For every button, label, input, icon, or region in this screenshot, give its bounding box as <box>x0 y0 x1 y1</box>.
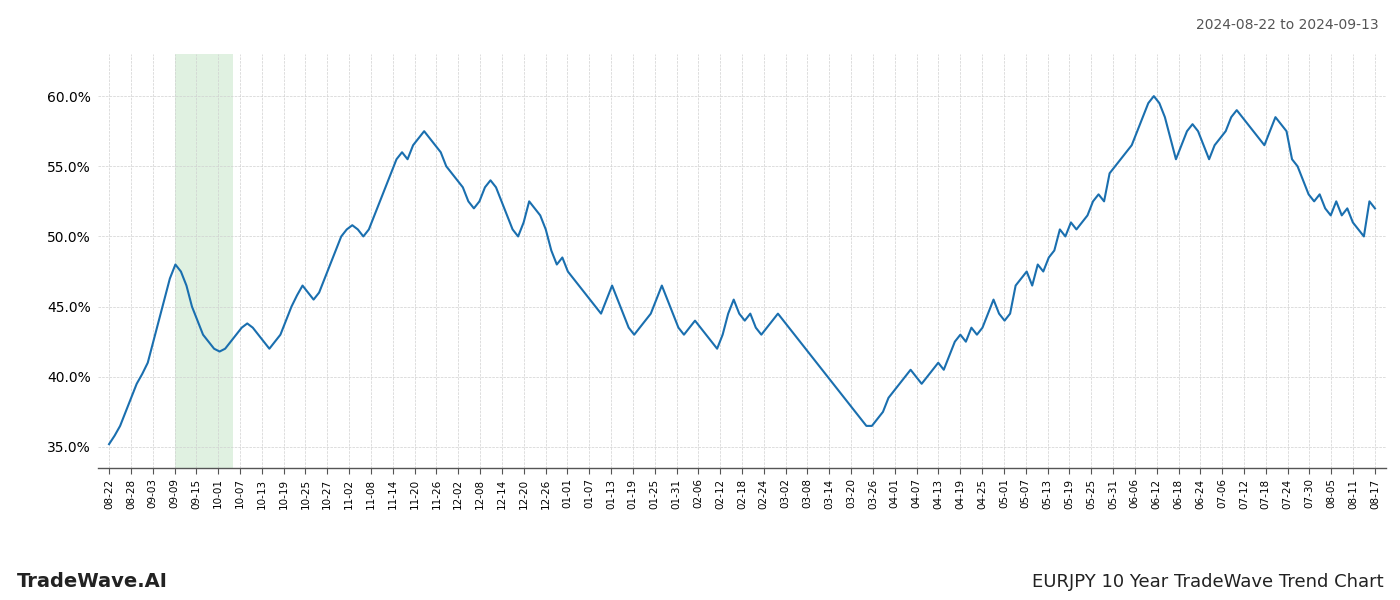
Text: EURJPY 10 Year TradeWave Trend Chart: EURJPY 10 Year TradeWave Trend Chart <box>1032 573 1383 591</box>
Bar <box>175 54 234 468</box>
Text: 2024-08-22 to 2024-09-13: 2024-08-22 to 2024-09-13 <box>1197 18 1379 32</box>
Text: TradeWave.AI: TradeWave.AI <box>17 572 168 591</box>
